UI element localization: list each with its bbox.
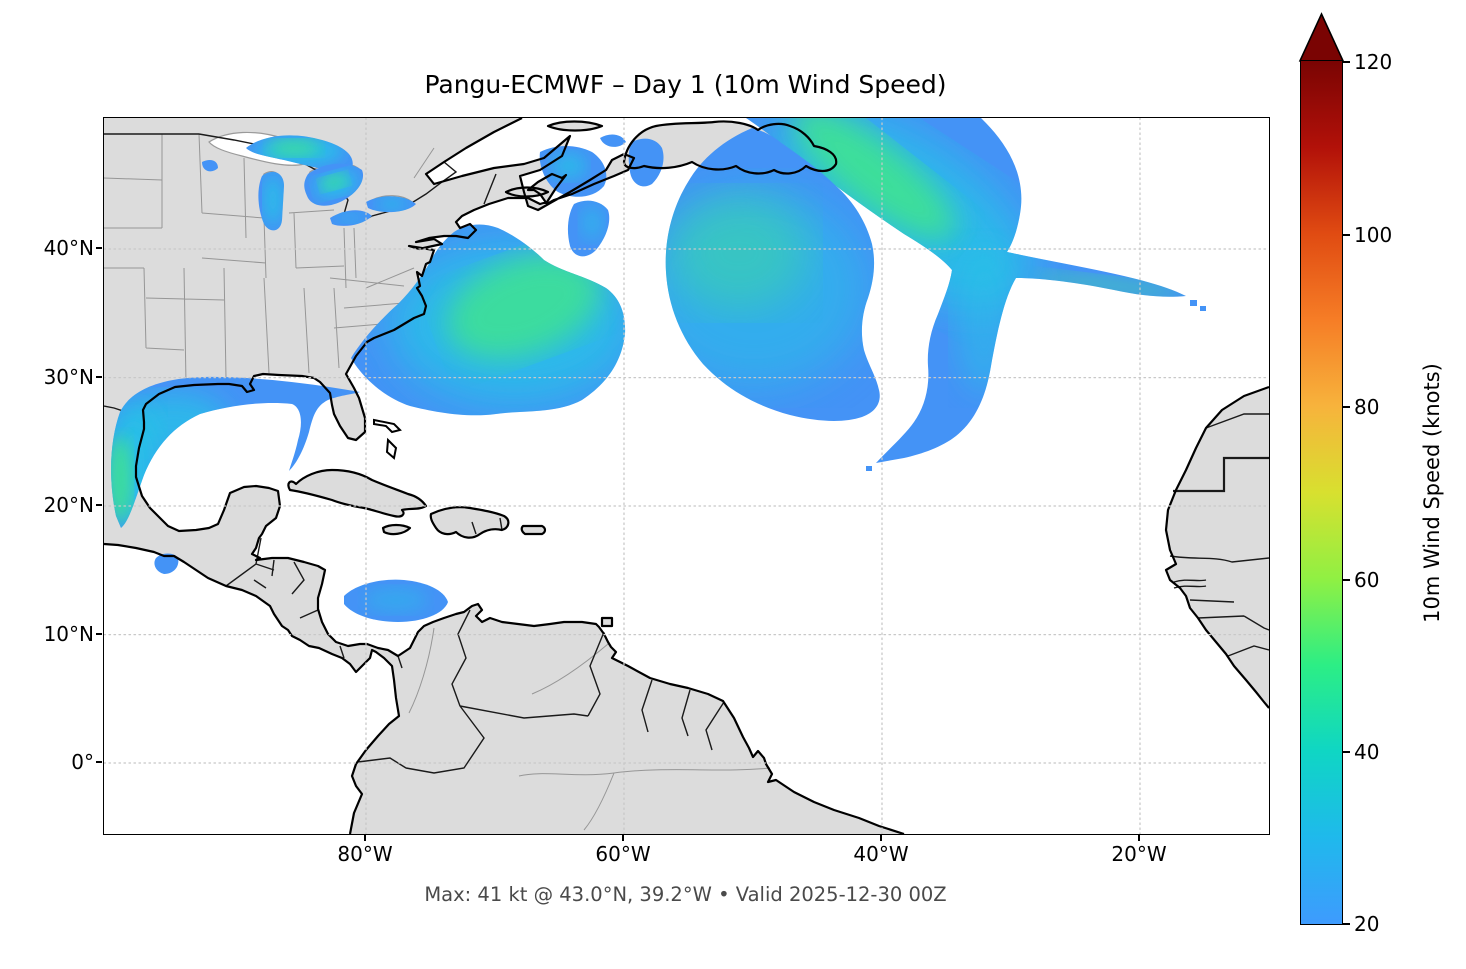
cbar-tick-20 xyxy=(1343,923,1350,925)
wind-lake-ontario xyxy=(366,196,416,213)
xlabel-60w: 60°W xyxy=(595,842,651,866)
plot-title: Pangu-ECMWF – Day 1 (10m Wind Speed) xyxy=(424,70,947,99)
cbar-tick-120 xyxy=(1343,61,1350,63)
land-north-south-america xyxy=(104,118,904,834)
ytick-10n xyxy=(96,633,102,635)
ytick-40n xyxy=(96,247,102,249)
cbar-ticklabel-60: 60 xyxy=(1354,568,1380,592)
cbar-tick-80 xyxy=(1343,406,1350,408)
land-pei xyxy=(506,187,548,197)
land-puerto-rico xyxy=(521,526,545,534)
wind-lake-huron xyxy=(304,163,364,206)
ylabel-10n: 10°N xyxy=(43,622,94,646)
map-axes xyxy=(103,117,1270,835)
ylabel-40n: 40°N xyxy=(43,236,94,260)
colorbar-axis-label: 10m Wind Speed (knots) xyxy=(1420,363,1444,623)
land-anticosti xyxy=(548,121,602,131)
land-west-africa xyxy=(1166,387,1269,708)
map-canvas xyxy=(104,118,1269,834)
cbar-ticklabel-40: 40 xyxy=(1354,740,1380,764)
max-annotation: Max: 41 kt @ 43.0°N, 39.2°W • Valid 2025… xyxy=(424,883,947,906)
xtick-60w xyxy=(622,835,624,841)
cbar-ticklabel-20: 20 xyxy=(1354,912,1380,936)
cbar-tick-100 xyxy=(1343,234,1350,236)
xlabel-80w: 80°W xyxy=(337,842,393,866)
land-cuba xyxy=(288,470,426,517)
wind-caribbean-jet xyxy=(344,579,448,622)
xlabel-20w: 20°W xyxy=(1111,842,1167,866)
xtick-20w xyxy=(1138,835,1140,841)
cbar-ticklabel-80: 80 xyxy=(1354,395,1380,419)
ytick-30n xyxy=(96,376,102,378)
coastlines xyxy=(104,118,1269,834)
bahamas-islands xyxy=(373,418,402,460)
wind-tehuantepec xyxy=(154,553,179,574)
ylabel-30n: 30°N xyxy=(43,365,94,389)
cbar-ticklabel-120: 120 xyxy=(1354,50,1393,74)
colorbar-extend-arrow xyxy=(1298,12,1345,62)
ytick-0 xyxy=(96,761,102,763)
gridlines xyxy=(104,118,1269,834)
xtick-40w xyxy=(880,835,882,841)
xtick-80w xyxy=(364,835,366,841)
cbar-tick-60 xyxy=(1343,579,1350,581)
cbar-tick-40 xyxy=(1343,751,1350,753)
ylabel-0: 0° xyxy=(71,750,94,774)
ytick-20n xyxy=(96,504,102,506)
ylabel-20n: 20°N xyxy=(43,493,94,517)
xlabel-40w: 40°W xyxy=(853,842,909,866)
land-trinidad xyxy=(602,618,612,626)
colorbar xyxy=(1300,60,1343,925)
state-borders xyxy=(104,133,771,831)
cbar-ticklabel-100: 100 xyxy=(1354,223,1393,247)
wind-lake-erie xyxy=(330,210,372,226)
